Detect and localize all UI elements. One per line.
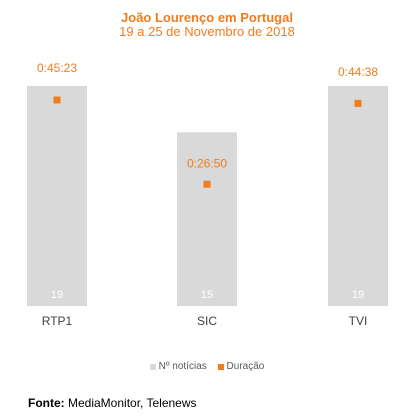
chart-subtitle: 19 a 25 de Novembro de 2018 bbox=[119, 24, 295, 39]
count-label-tvi: 19 bbox=[352, 289, 364, 301]
chart-legend: Nº notícias Duração bbox=[0, 361, 414, 373]
bar-tvi bbox=[328, 86, 388, 306]
legend-item-noticias: Nº notícias bbox=[149, 361, 207, 372]
duration-marker-rtp1 bbox=[53, 96, 61, 104]
count-label-sic: 15 bbox=[201, 289, 213, 301]
legend-label-noticias: Nº notícias bbox=[158, 361, 207, 372]
duration-marker-tvi bbox=[354, 99, 362, 107]
source-note: Fonte: MediaMonitor, Telenews bbox=[28, 396, 197, 410]
legend-item-duracao: Duração bbox=[217, 361, 265, 372]
count-label-rtp1: 19 bbox=[51, 289, 63, 301]
legend-swatch-duracao-icon bbox=[217, 363, 224, 370]
chart-title: João Lourenço em Portugal bbox=[121, 10, 293, 25]
category-label-sic: SIC bbox=[197, 314, 217, 328]
category-label-tvi: TVI bbox=[349, 314, 368, 328]
duration-label-rtp1: 0:45:23 bbox=[37, 61, 77, 75]
duration-label-sic: 0:26:50 bbox=[187, 157, 227, 171]
legend-swatch-noticias-icon bbox=[149, 363, 156, 370]
legend-label-duracao: Duração bbox=[226, 361, 265, 372]
bar-rtp1 bbox=[27, 86, 87, 306]
source-text: MediaMonitor, Telenews bbox=[68, 396, 197, 410]
bar-sic bbox=[177, 132, 237, 306]
category-label-rtp1: RTP1 bbox=[42, 314, 73, 328]
source-label: Fonte: bbox=[28, 396, 65, 410]
duration-marker-sic bbox=[203, 180, 211, 188]
duration-label-tvi: 0:44:38 bbox=[338, 65, 378, 79]
